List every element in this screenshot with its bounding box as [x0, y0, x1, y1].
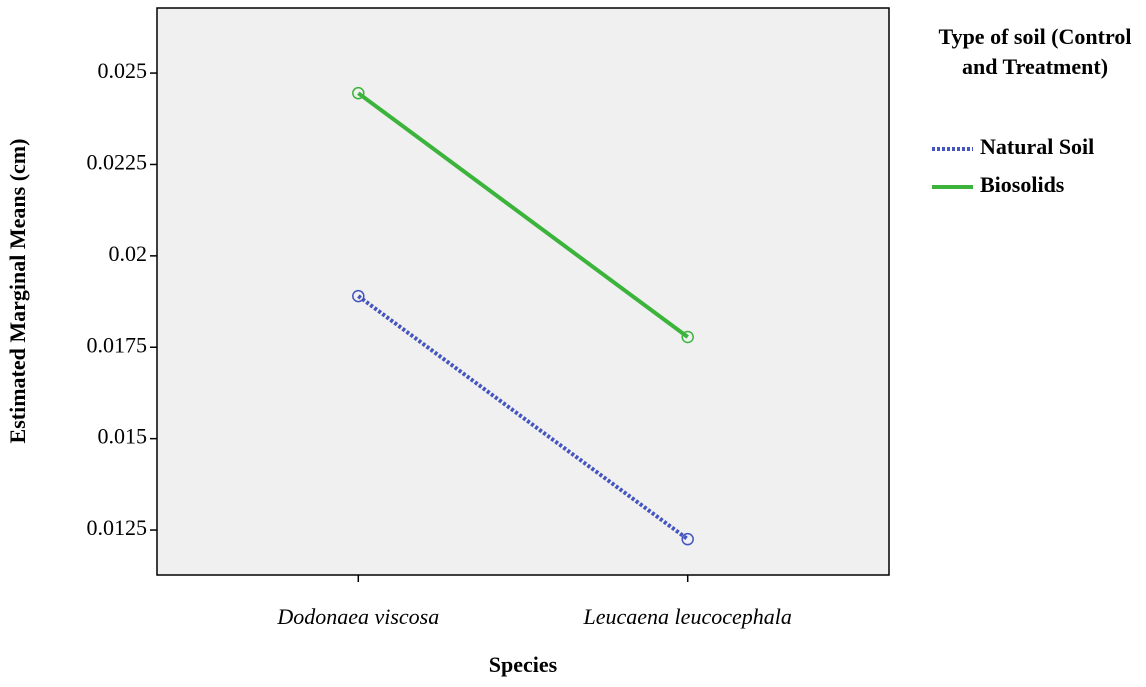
point-marker: [352, 86, 365, 100]
y-tick-label: 0.0125: [87, 515, 148, 540]
series-line: [357, 91, 689, 339]
y-tick-label: 0.02: [109, 241, 148, 266]
y-tick-label: 0.0175: [87, 332, 148, 357]
y-tick-label: 0.025: [98, 58, 148, 83]
series-line: [357, 294, 689, 541]
legend-title: Type of soil (Control and Treatment): [938, 24, 1132, 79]
legend-label: Natural Soil: [980, 134, 1094, 159]
point-marker: [352, 289, 365, 303]
point-marker: [681, 330, 694, 344]
x-axis-label: Species: [489, 652, 558, 677]
x-tick-label: Leucaena leucocephala: [583, 604, 792, 629]
y-axis-label: Estimated Marginal Means (cm): [5, 139, 30, 444]
point-marker: [681, 532, 694, 546]
plot-area: [156, 7, 890, 576]
legend-label: Biosolids: [980, 172, 1065, 197]
y-tick-label: 0.015: [98, 424, 148, 449]
y-tick-label: 0.0225: [87, 150, 148, 175]
x-tick-label: Dodonaea viscosa: [276, 604, 439, 629]
